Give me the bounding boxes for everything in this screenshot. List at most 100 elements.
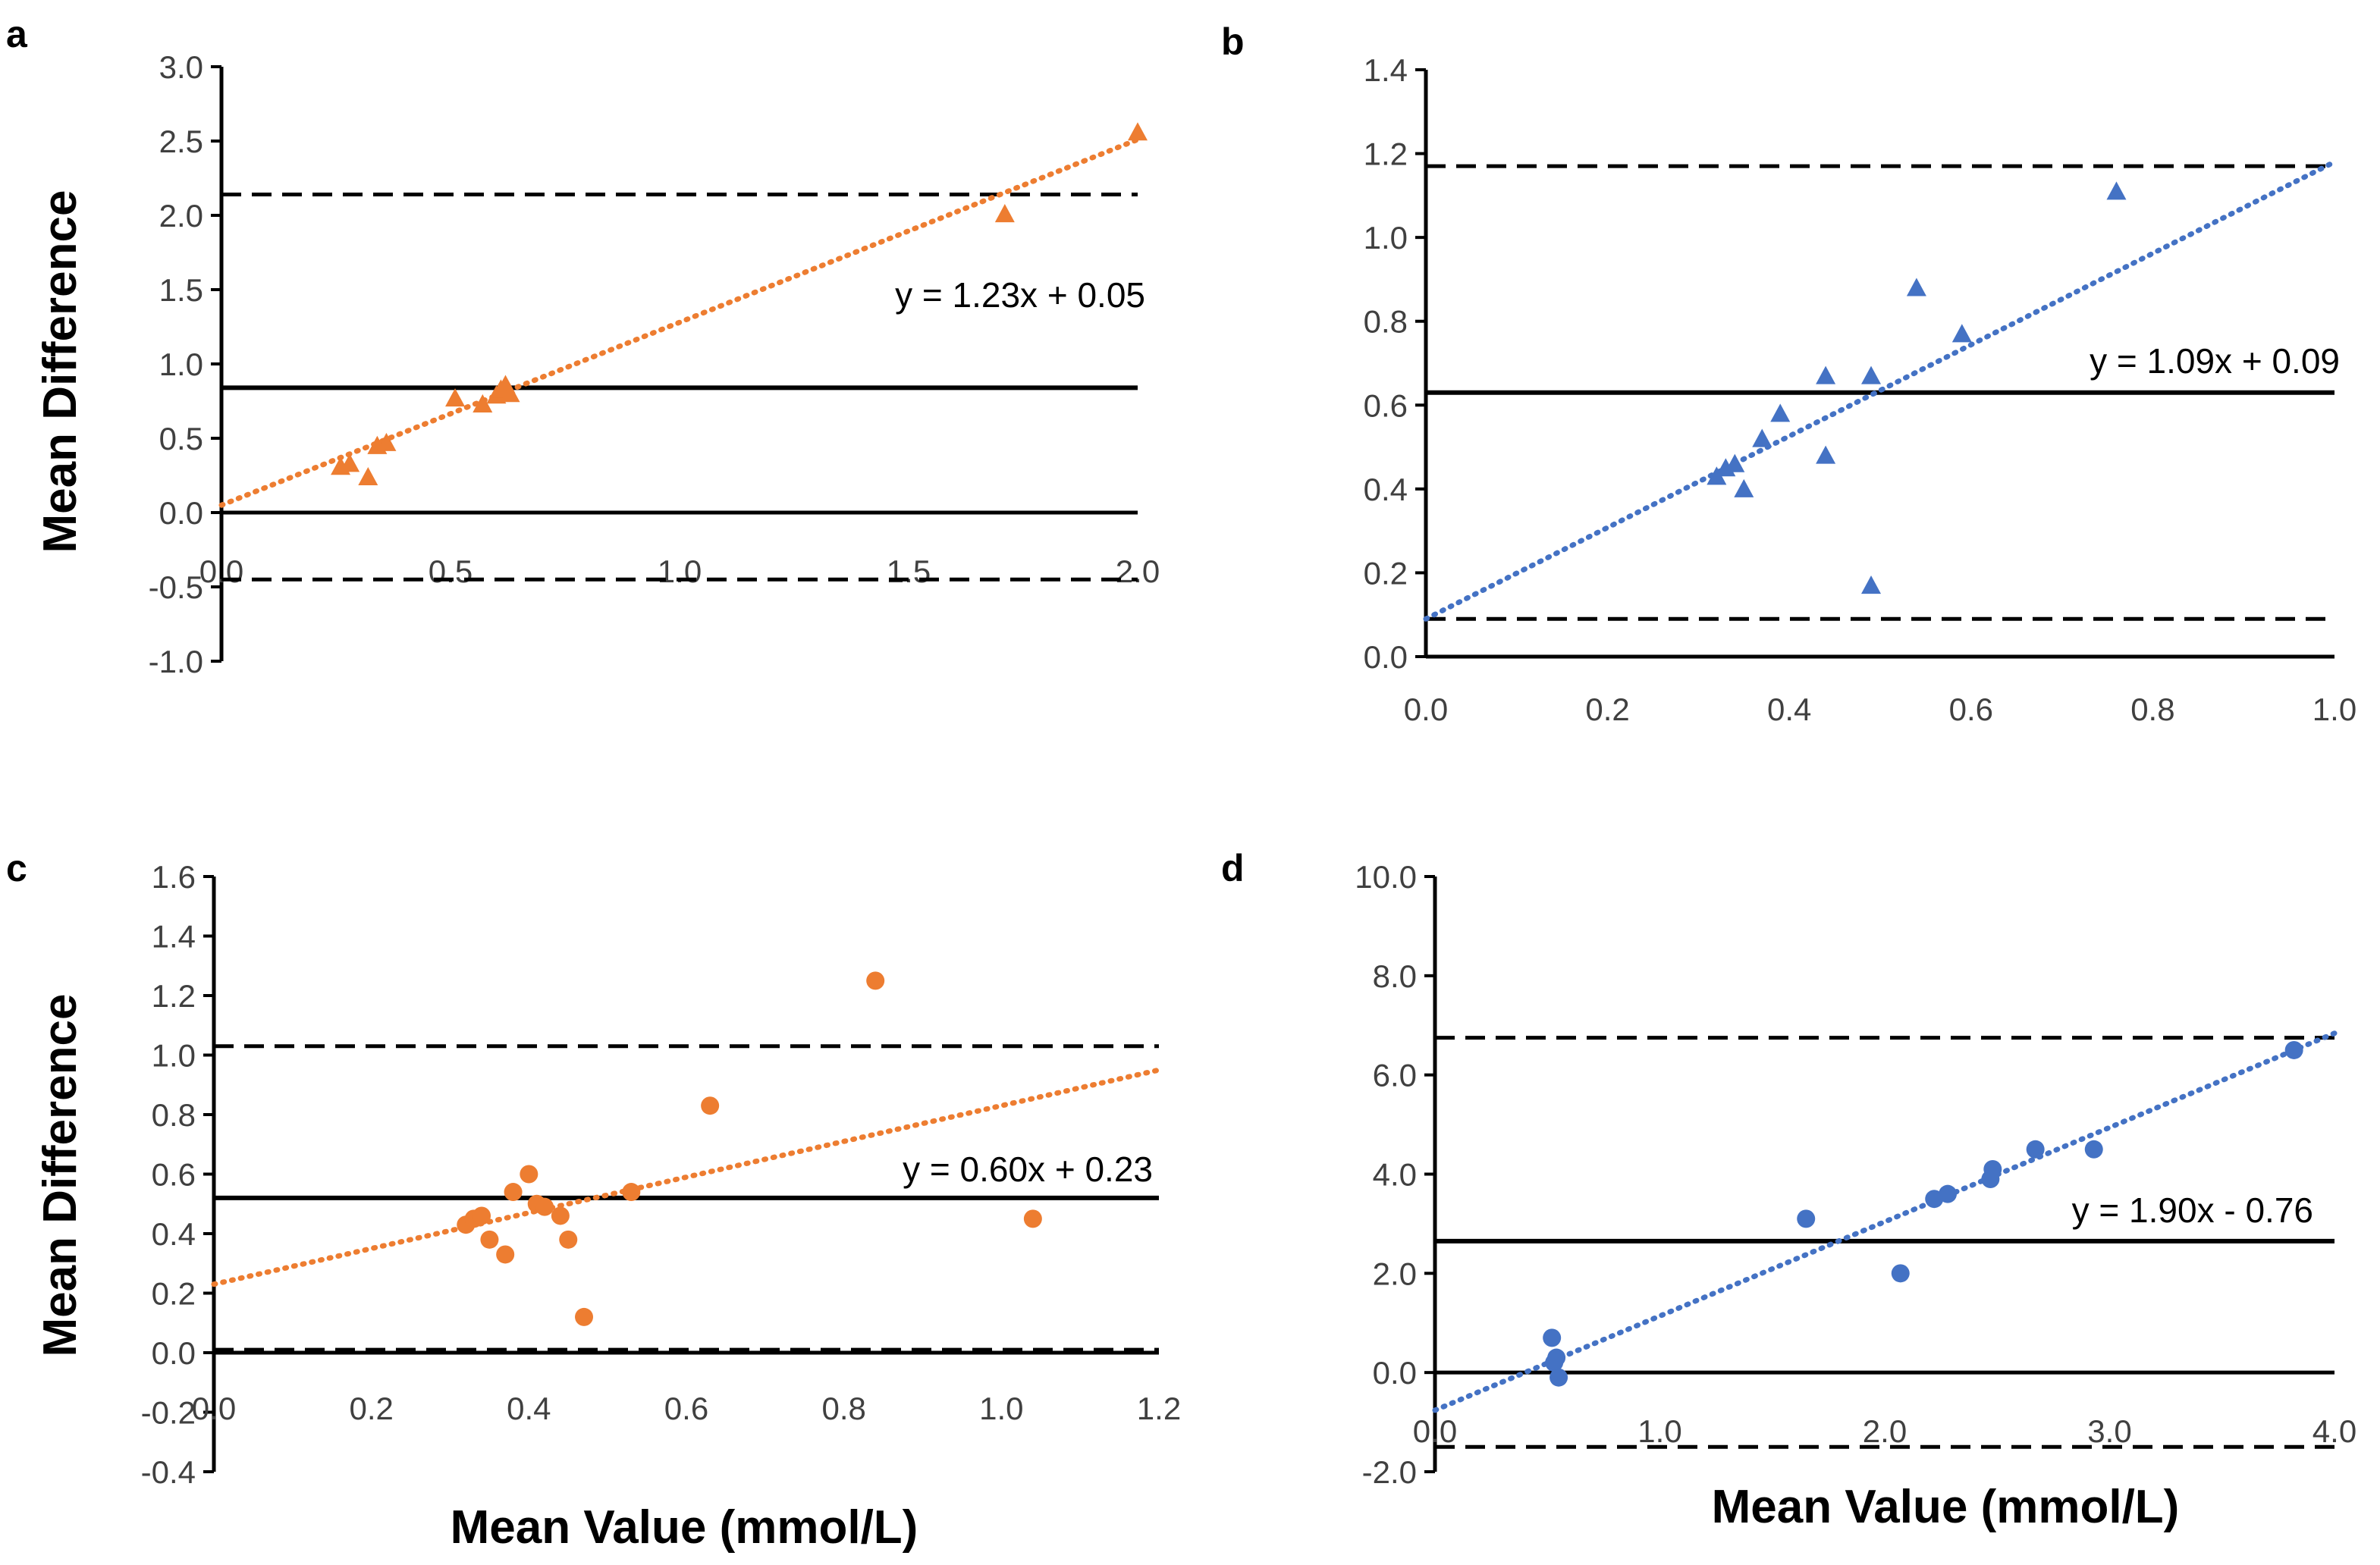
- data-point: [473, 1206, 491, 1225]
- data-point: [1951, 324, 1972, 343]
- data-point: [1816, 365, 1836, 384]
- x-axis-title-c: Mean Value (mmol/L): [451, 1501, 918, 1554]
- data-point: [1816, 445, 1836, 464]
- panel-c: c -0.4-0.20.00.20.40.60.81.01.21.41.60.0…: [6, 847, 1181, 1490]
- x-tick-label: 0.6: [664, 1391, 708, 1426]
- y-tick-label: 1.0: [1364, 220, 1408, 256]
- y-tick-label: 1.0: [159, 347, 203, 382]
- data-point: [1023, 1209, 1042, 1228]
- data-point: [559, 1230, 578, 1249]
- y-tick-label: 2.0: [159, 198, 203, 234]
- data-point: [520, 1165, 538, 1184]
- y-tick-label: 0.6: [152, 1157, 196, 1193]
- data-point: [1983, 1159, 2002, 1178]
- data-point: [376, 432, 397, 451]
- linear-trendline: [211, 1067, 1162, 1287]
- y-tick-label: 1.2: [1364, 136, 1408, 172]
- y-tick-label: 4.0: [1373, 1157, 1417, 1193]
- data-point: [994, 204, 1015, 223]
- x-tick-label: 0.0: [1413, 1413, 1457, 1449]
- data-point: [1547, 1348, 1566, 1367]
- y-axis-title-a: Mean Difference: [34, 190, 86, 554]
- panel-label-b: b: [1221, 20, 1245, 63]
- linear-trendline: [1423, 159, 2338, 622]
- y-tick-label: 0.0: [152, 1335, 196, 1371]
- y-tick-label: 0.4: [152, 1216, 196, 1252]
- y-tick-label: -0.4: [141, 1454, 196, 1490]
- x-tick-label: 3.0: [2087, 1413, 2131, 1449]
- y-tick-label: 3.0: [159, 49, 203, 85]
- x-tick-label: 1.0: [2312, 692, 2356, 727]
- trendline-equation: y = 1.23x + 0.05: [895, 275, 1145, 315]
- y-tick-label: -0.5: [149, 569, 203, 605]
- trendline-equation: y = 0.60x + 0.23: [903, 1149, 1153, 1189]
- data-point: [445, 388, 466, 407]
- x-tick-label: 1.0: [1637, 1413, 1681, 1449]
- data-point: [500, 384, 520, 403]
- y-tick-label: 0.0: [1364, 639, 1408, 675]
- y-tick-label: 1.0: [152, 1038, 196, 1074]
- x-tick-label: 0.5: [429, 554, 473, 589]
- y-tick-label: 2.5: [159, 124, 203, 159]
- y-tick-label: 1.4: [152, 919, 196, 955]
- x-tick-label: 0.0: [1404, 692, 1448, 727]
- x-tick-label: 0.4: [1767, 692, 1811, 727]
- data-point: [1752, 428, 1772, 447]
- data-point: [1734, 478, 1754, 497]
- data-point: [701, 1096, 720, 1115]
- data-point: [473, 394, 493, 412]
- y-tick-label: -2.0: [1362, 1454, 1417, 1490]
- data-point: [535, 1197, 554, 1216]
- data-point: [1543, 1328, 1562, 1347]
- data-point: [1770, 403, 1791, 422]
- y-tick-label: 1.6: [152, 859, 196, 895]
- data-point: [1861, 576, 1882, 594]
- y-tick-label: -0.2: [141, 1395, 196, 1431]
- x-tick-label: 1.0: [979, 1391, 1023, 1426]
- panel-label-c: c: [6, 847, 27, 889]
- data-point: [1128, 122, 1148, 141]
- data-point: [358, 466, 378, 486]
- trendline-equation: y = 1.09x + 0.09: [2090, 341, 2340, 381]
- data-point: [575, 1307, 594, 1326]
- x-tick-label: 4.0: [2312, 1413, 2356, 1449]
- x-tick-label: 0.0: [199, 554, 243, 589]
- data-point: [2084, 1140, 2103, 1159]
- x-tick-label: 2.0: [1863, 1413, 1907, 1449]
- x-tick-label: 1.2: [1137, 1391, 1181, 1426]
- data-point: [622, 1183, 641, 1202]
- data-point: [1797, 1209, 1816, 1228]
- x-tick-label: 0.0: [192, 1391, 236, 1426]
- y-tick-label: 0.0: [1373, 1355, 1417, 1391]
- data-point: [2284, 1040, 2303, 1059]
- data-point: [480, 1230, 499, 1249]
- data-point: [1939, 1184, 1958, 1203]
- data-point: [1550, 1368, 1568, 1387]
- x-tick-label: 0.4: [507, 1391, 551, 1426]
- x-tick-label: 0.2: [349, 1391, 393, 1426]
- data-point: [551, 1206, 570, 1225]
- linear-trendline: [1432, 1030, 2338, 1413]
- x-tick-label: 0.2: [1585, 692, 1629, 727]
- data-point: [1725, 453, 1745, 472]
- y-tick-label: 0.8: [152, 1097, 196, 1133]
- x-tick-label: 0.8: [2130, 692, 2174, 727]
- y-tick-label: 8.0: [1373, 958, 1417, 994]
- y-tick-label: 1.4: [1364, 52, 1408, 88]
- data-point: [2106, 181, 2127, 200]
- panel-label-a: a: [6, 13, 28, 55]
- y-tick-label: 6.0: [1373, 1058, 1417, 1093]
- x-tick-label: 1.5: [887, 554, 931, 589]
- x-tick-label: 0.6: [1949, 692, 1993, 727]
- y-tick-label: 0.8: [1364, 304, 1408, 340]
- x-tick-label: 0.8: [821, 1391, 865, 1426]
- panel-a: a -1.0-0.50.00.51.01.52.02.53.00.0 0.5 1.0…: [6, 13, 1160, 679]
- y-tick-label: 1.2: [152, 978, 196, 1014]
- data-point: [496, 1245, 515, 1264]
- y-tick-label: 0.5: [159, 421, 203, 456]
- data-point: [1906, 278, 1926, 296]
- data-point: [2026, 1140, 2045, 1159]
- x-tick-label: 2.0: [1116, 554, 1160, 589]
- data-point: [866, 971, 885, 990]
